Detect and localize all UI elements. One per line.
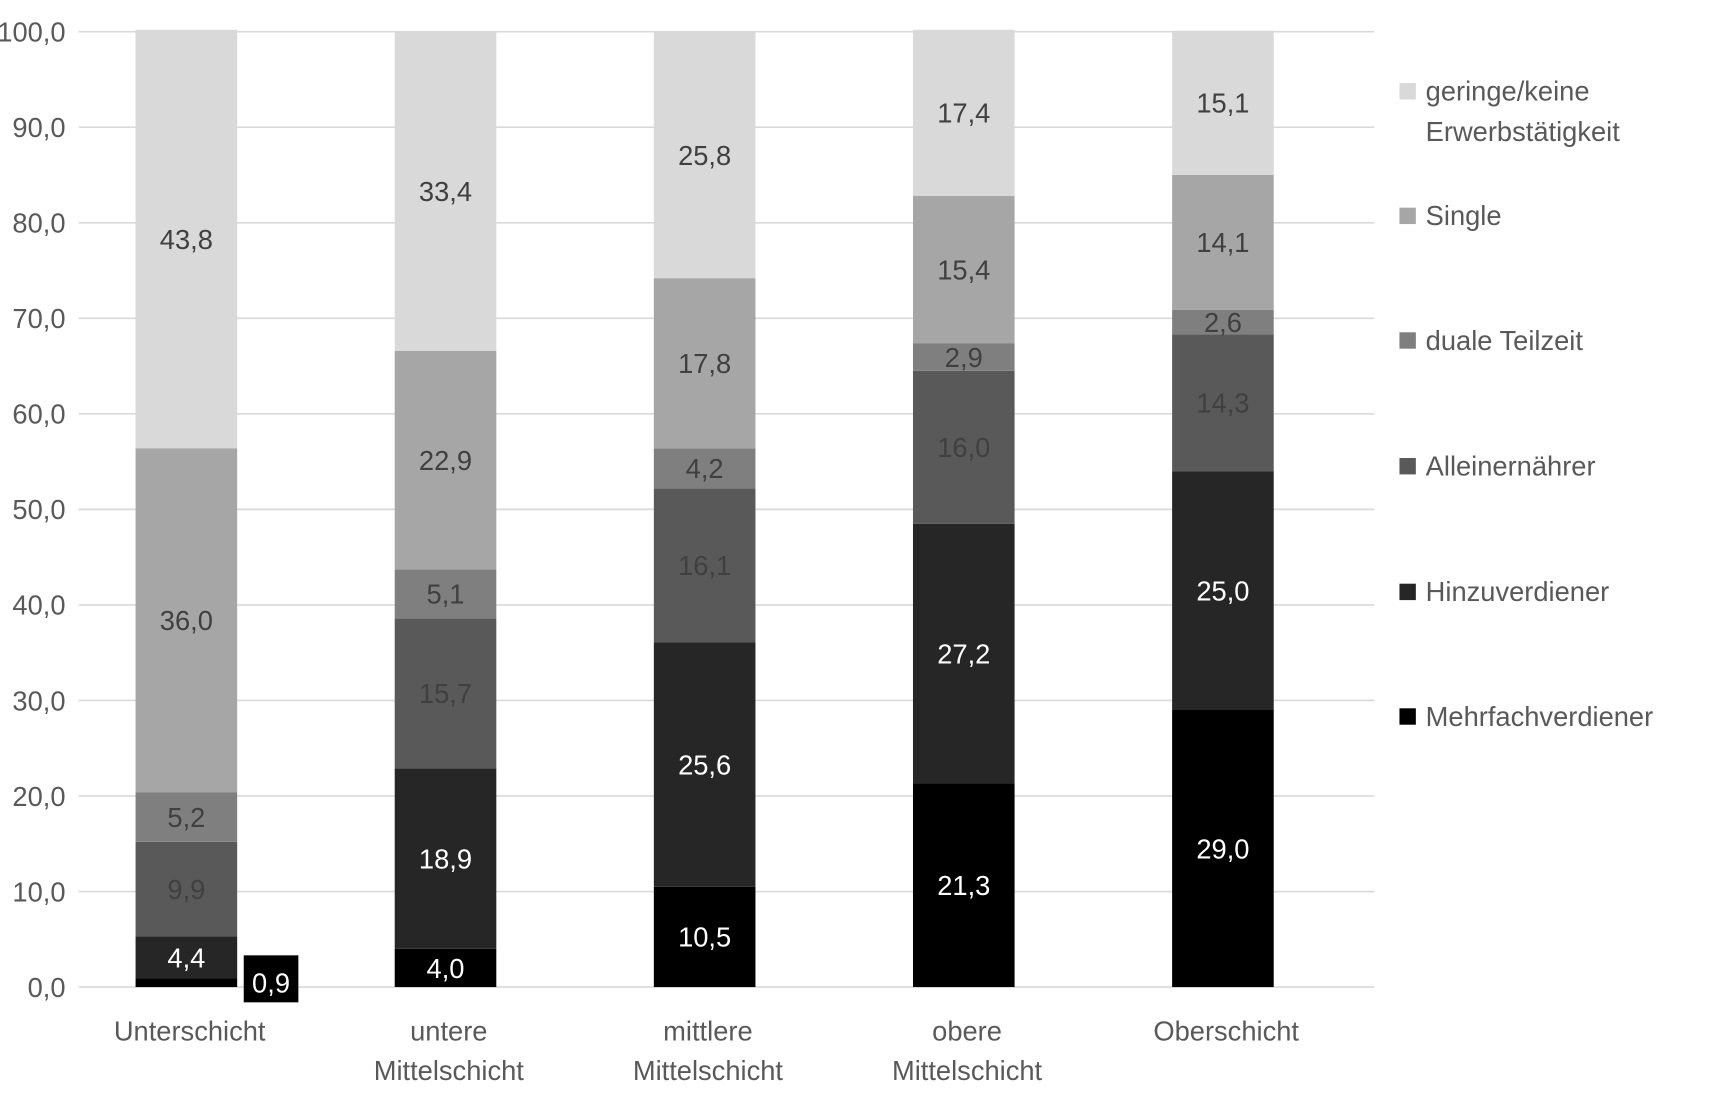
data-label: 17,8: [678, 348, 731, 379]
y-tick-label: 70,0: [12, 303, 65, 334]
data-label: 15,1: [1196, 88, 1249, 119]
data-label: 17,4: [937, 98, 990, 129]
bar-segment: [1172, 309, 1274, 335]
legend-label: Single: [1426, 200, 1502, 231]
data-label: 4,2: [686, 453, 724, 484]
data-label: 22,9: [419, 445, 472, 476]
bar-segment: [135, 29, 238, 449]
legend-label: duale Teilzeit: [1426, 325, 1584, 356]
bar-segment: [1172, 30, 1274, 176]
bar-segment: [394, 768, 497, 949]
data-label: 43,8: [160, 224, 213, 255]
bar-segment: [912, 523, 1015, 784]
bar-segment: [912, 783, 1015, 988]
bar-segment: [912, 29, 1015, 197]
bar-segment: [394, 350, 497, 570]
bar-segment: [653, 278, 756, 449]
data-label-box: [243, 955, 299, 1003]
bar-segment: [394, 31, 497, 351]
bar-segment: [912, 196, 1015, 344]
data-label: 14,1: [1196, 227, 1249, 258]
data-label: 4,4: [167, 942, 205, 973]
bar-segment: [1172, 175, 1274, 310]
data-label: 16,0: [937, 432, 990, 463]
data-label: 18,9: [419, 843, 472, 874]
data-label: 2,6: [1204, 307, 1242, 338]
y-tick-label: 80,0: [12, 208, 65, 239]
data-label: 2,9: [945, 342, 983, 373]
bar-segment: [135, 936, 238, 979]
bar-segment: [1172, 709, 1274, 988]
bar-segment: [1172, 471, 1274, 710]
data-label: 9,9: [167, 874, 205, 905]
legend-swatch: [1399, 332, 1416, 349]
bar-segment: [653, 31, 756, 279]
data-label: 29,0: [1196, 833, 1249, 864]
data-label: 5,2: [167, 802, 205, 833]
x-category-label: Mittelschicht: [374, 1055, 525, 1086]
bar-segment: [394, 948, 497, 988]
legend-swatch: [1399, 583, 1416, 601]
bar-segment: [394, 569, 497, 619]
legend-swatch: [1399, 83, 1416, 100]
legend-label: Alleinernährer: [1426, 450, 1596, 481]
bar-segment: [912, 343, 1015, 371]
data-label: 25,8: [678, 140, 731, 171]
data-label: 15,4: [937, 254, 990, 285]
x-category-label: untere: [410, 1016, 487, 1047]
data-label: 14,3: [1196, 388, 1249, 419]
y-tick-label: 100,0: [0, 17, 66, 48]
legend-swatch: [1399, 457, 1416, 475]
data-label: 15,7: [419, 678, 472, 709]
y-tick-label: 0,0: [28, 972, 66, 1003]
bar-segment: [653, 642, 756, 887]
x-category-label: Mittelschicht: [633, 1055, 784, 1086]
data-label: 0,9: [252, 968, 290, 999]
legend-swatch: [1399, 207, 1416, 225]
data-label: 33,4: [419, 176, 472, 207]
legend-label: Erwerbstätigkeit: [1426, 116, 1621, 147]
bar-segment: [653, 448, 756, 489]
y-tick-label: 90,0: [12, 112, 65, 143]
data-label: 5,1: [427, 579, 465, 610]
legend-label: Mehrfachverdiener: [1426, 701, 1654, 732]
bar-segment: [135, 792, 238, 842]
data-label: 27,2: [937, 638, 990, 669]
legend-label: geringe/keine: [1426, 76, 1590, 107]
y-tick-label: 60,0: [12, 399, 65, 430]
data-label: 4,0: [427, 953, 465, 984]
y-tick-label: 40,0: [12, 590, 65, 621]
bar-segment: [653, 886, 756, 988]
y-tick-label: 50,0: [12, 494, 65, 525]
data-label: 25,6: [678, 749, 731, 780]
bar-segment: [135, 841, 238, 937]
bar-segment: [135, 448, 238, 793]
bar-segment: [653, 488, 756, 643]
x-category-label: mittlere: [663, 1016, 752, 1047]
data-label: 21,3: [937, 870, 990, 901]
data-label: 10,5: [678, 922, 731, 953]
x-category-label: Unterschicht: [114, 1016, 266, 1047]
x-category-label: obere: [932, 1016, 1002, 1047]
bar-segment: [135, 978, 238, 988]
data-label: 36,0: [160, 605, 213, 636]
bar-segment: [1172, 334, 1274, 472]
y-tick-label: 30,0: [12, 685, 65, 716]
bar-segment: [912, 370, 1015, 524]
bar-segment: [394, 618, 497, 769]
y-tick-label: 20,0: [12, 781, 65, 812]
data-label: 25,0: [1196, 575, 1249, 606]
y-tick-label: 10,0: [12, 876, 65, 907]
x-category-label: Mittelschicht: [892, 1055, 1043, 1086]
x-category-label: Oberschicht: [1153, 1016, 1299, 1047]
data-label: 16,1: [678, 550, 731, 581]
legend-label: Hinzuverdiener: [1426, 576, 1610, 607]
legend-swatch: [1399, 708, 1416, 725]
